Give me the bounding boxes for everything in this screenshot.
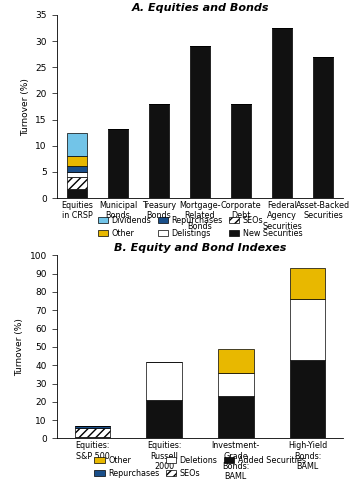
Legend: Dividends, Other, Repurchases, Delistings, SEOs, New Securities: Dividends, Other, Repurchases, Delisting… <box>98 216 302 238</box>
Bar <box>67 172 87 177</box>
Legend: Other, Repurchases, Deletions, SEOs, Added Securities: Other, Repurchases, Deletions, SEOs, Add… <box>95 456 306 478</box>
Bar <box>272 28 292 198</box>
Bar <box>75 428 110 436</box>
Y-axis label: Turnover (%): Turnover (%) <box>15 318 24 376</box>
Bar <box>67 132 87 156</box>
Bar <box>290 268 325 300</box>
Bar <box>67 156 87 166</box>
Bar <box>67 177 87 188</box>
Y-axis label: Turnover (%): Turnover (%) <box>21 78 30 136</box>
Bar <box>146 362 182 400</box>
Bar <box>67 166 87 172</box>
Bar <box>231 104 251 198</box>
Bar <box>149 104 169 198</box>
Bar <box>290 300 325 360</box>
Bar <box>218 396 254 438</box>
Bar <box>108 129 128 198</box>
Bar <box>313 57 333 198</box>
Bar <box>75 436 110 438</box>
Bar <box>290 360 325 438</box>
Title: A. Equities and Bonds: A. Equities and Bonds <box>131 3 269 13</box>
Bar <box>146 400 182 438</box>
Bar <box>190 46 210 198</box>
Bar <box>75 426 110 428</box>
Title: B. Equity and Bond Indexes: B. Equity and Bond Indexes <box>114 243 286 253</box>
Bar <box>67 188 87 198</box>
Bar <box>218 372 254 396</box>
Bar <box>218 349 254 372</box>
